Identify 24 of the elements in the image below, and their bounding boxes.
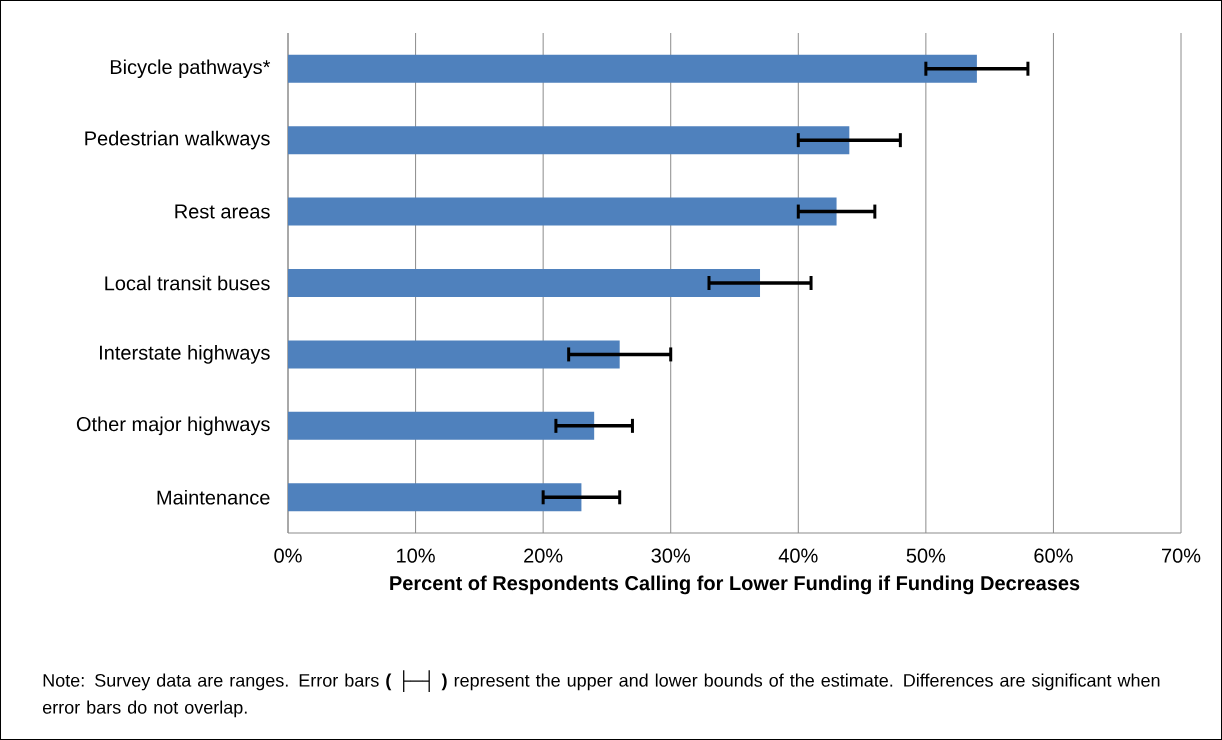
y-tick-label: Maintenance (157, 489, 270, 505)
bar (288, 269, 761, 297)
x-axis-title: Percent of Respondents Calling for Lower Funding if Funding Decreases (390, 575, 1080, 595)
y-tick-label: Interstate highways (100, 345, 270, 364)
bar (288, 54, 977, 83)
bar (288, 340, 620, 369)
y-tick-label: Other major highways (76, 416, 270, 436)
x-tick-label: 30% (651, 548, 691, 563)
y-tick-label: Bicycle pathways* (110, 59, 271, 79)
y-tick-label: Local transit buses (105, 275, 270, 291)
x-tick-label: 40% (778, 548, 818, 563)
x-tick-label: 0% (274, 548, 302, 563)
x-tick-label: 70% (1162, 548, 1201, 563)
x-tick-label: 10% (397, 548, 435, 563)
y-tick-label: Pedestrian walkways (85, 130, 270, 150)
y-tick-label: Rest areas (175, 204, 270, 219)
x-tick-label: 20% (524, 548, 563, 563)
bar (288, 197, 837, 226)
x-tick-label: 60% (1034, 548, 1073, 563)
bar (288, 126, 850, 155)
bar (288, 411, 595, 440)
text: Note: Survey data are ranges. Error bars ( ├─┤ ) represent the upper and lower bounds of the estimate. Differences are significant when error bars do not overlap. (42, 670, 1160, 718)
bar (288, 483, 582, 512)
x-tick-label: 50% (906, 548, 946, 563)
